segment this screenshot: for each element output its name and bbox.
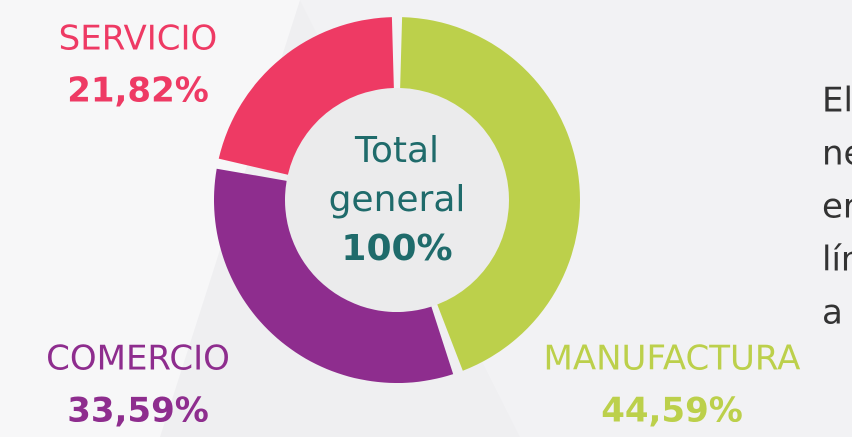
body-text: er <box>822 187 852 227</box>
category-label: COMERCIO <box>46 339 230 379</box>
donut-segment <box>214 168 454 383</box>
donut-center <box>285 88 509 312</box>
donut-segment <box>218 17 394 175</box>
body-text: El <box>822 81 852 121</box>
body-text: ne <box>822 134 852 174</box>
category-label: MANUFACTURA <box>544 339 801 379</box>
value-label: 33,59% <box>67 391 209 431</box>
value-label: 21,82% <box>67 71 209 111</box>
center-text: general <box>329 179 466 220</box>
background-shape <box>0 0 300 437</box>
donut-segment <box>400 17 580 371</box>
body-text: a <box>822 293 843 333</box>
body-text: lín <box>822 240 852 280</box>
value-label: 44,59% <box>601 391 743 431</box>
center-total: 100% <box>341 228 452 269</box>
center-text: Total <box>354 130 439 171</box>
category-label: SERVICIO <box>59 19 218 59</box>
